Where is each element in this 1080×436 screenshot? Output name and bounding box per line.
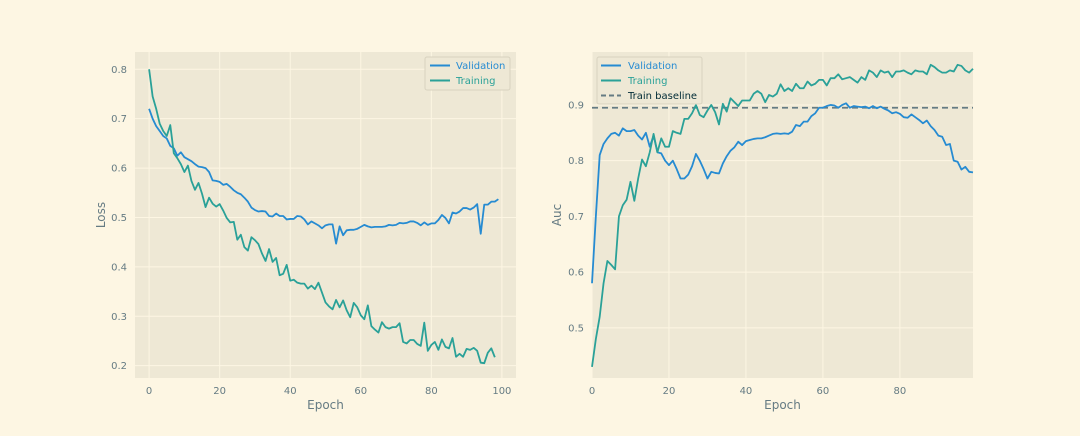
auc-x-tick-label: 60 [817, 386, 830, 397]
auc-legend-box [596, 56, 703, 105]
auc-y-axis-label: Auc [550, 204, 564, 226]
auc-x-tick-label: 40 [740, 386, 753, 397]
loss-y-axis-label: Loss [94, 202, 108, 228]
loss-legend-validation-label: Validation [456, 61, 505, 72]
loss-legend-training-label: Training [455, 76, 495, 87]
auc-legend-baseline-label: Train baseline [627, 91, 697, 102]
loss-validation-line [148, 108, 499, 245]
loss-x-tick-label: 60 [354, 386, 367, 397]
auc-legend-training-label: Training [627, 76, 667, 87]
auc-y-tick-label: 0.5 [568, 323, 584, 334]
auc-ticks: 0 20 40 60 80 0.5 0.6 0.7 0.8 0.9 [568, 100, 906, 397]
loss-y-tick-label: 0.4 [111, 262, 127, 273]
loss-y-tick-label: 0.3 [111, 312, 127, 323]
auc-legend: Validation Training Train baseline [596, 56, 703, 105]
auc-grid [591, 52, 973, 378]
loss-x-tick-label: 40 [284, 386, 297, 397]
loss-ticks: 0 20 40 60 80 100 0.2 0.3 0.4 0.5 0.6 0.7 0.8 [111, 65, 511, 397]
loss-training-line [148, 69, 496, 365]
auc-x-tick-label: 0 [589, 386, 595, 397]
loss-series [148, 69, 499, 365]
auc-series [591, 63, 974, 367]
auc-y-tick-label: 0.9 [568, 100, 584, 111]
auc-y-tick-label: 0.6 [568, 268, 584, 279]
auc-y-tick-label: 0.8 [568, 156, 584, 167]
loss-x-tick-label: 80 [425, 386, 438, 397]
auc-x-tick-label: 80 [894, 386, 907, 397]
loss-y-tick-label: 0.6 [111, 164, 127, 175]
loss-y-tick-label: 0.7 [111, 114, 127, 125]
auc-x-axis-label: Epoch [764, 398, 801, 412]
auc-plot-area [592, 52, 973, 378]
loss-x-tick-label: 0 [146, 386, 152, 397]
loss-plot-area [135, 52, 516, 378]
auc-legend-validation-label: Validation [628, 61, 677, 72]
loss-y-tick-label: 0.8 [111, 65, 127, 76]
loss-grid [135, 52, 516, 378]
auc-training-line [591, 63, 974, 367]
loss-x-tick-label: 20 [213, 386, 226, 397]
loss-y-tick-label: 0.2 [111, 361, 127, 372]
loss-x-tick-label: 100 [492, 386, 511, 397]
auc-chart: 0 20 40 60 80 0.5 0.6 0.7 0.8 0.9 Epoch Auc Valid… [550, 52, 974, 412]
auc-y-tick-label: 0.7 [568, 212, 584, 223]
loss-y-tick-label: 0.5 [111, 213, 127, 224]
auc-x-tick-label: 20 [663, 386, 676, 397]
loss-x-axis-label: Epoch [307, 398, 344, 412]
loss-legend: Validation Training [424, 56, 511, 91]
